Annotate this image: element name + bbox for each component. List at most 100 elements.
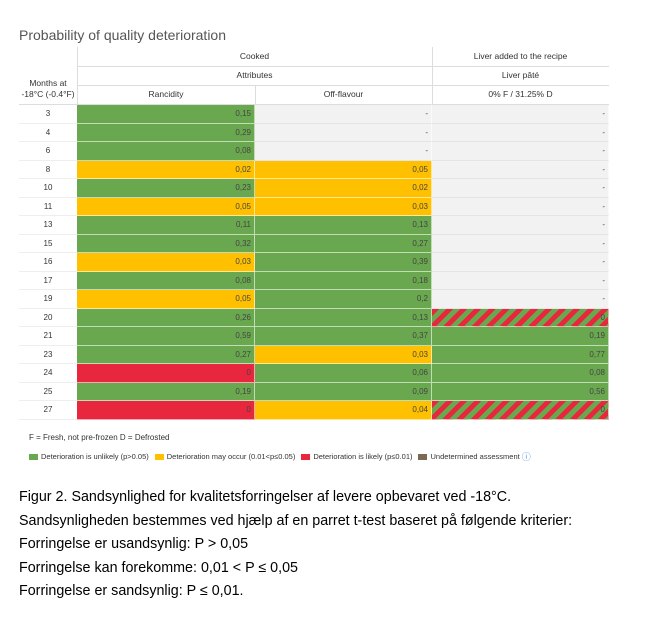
legend-label: Undetermined assessment [430,452,520,461]
info-icon[interactable]: ⓘ [521,452,531,462]
month-cell: 6 [19,142,77,161]
table-row: 15 0,32 0,27- [19,234,609,253]
table-row: 4 0,29- - [19,123,609,142]
month-cell: 10 [19,179,77,198]
off-flavour-cell: - [255,142,432,161]
table-row: 8 0,02 0,05- [19,160,609,179]
table-row: 10 0,23 0,02- [19,179,609,198]
month-cell: 15 [19,235,77,253]
liver-pate-cell: 0,08 [432,364,609,383]
liver-pate-cell: 0,19 [432,327,609,346]
liver-pate-cell: - [432,123,609,142]
rancidity-cell: 0,05 [77,197,255,216]
off-flavour-cell: - [255,123,432,142]
liver-pate-cell: - [432,197,609,216]
legend-swatch-yellow [154,453,164,460]
caption-line: Figur 2. Sandsynlighed for kvalitetsforr… [19,489,512,505]
off-flavour-cell: 0,13 [255,308,432,327]
table-row: 20 0,26 0,13 0 [19,308,609,327]
deterioration-table: Months at -18°C (-0.4°F) Cooked Attribut… [19,47,611,422]
legend-label: Deterioration may occur (0.01<p≤0.05) [166,452,296,461]
off-flavour-cell: 0,03 [255,345,432,364]
liver-pate-cell: - [432,216,609,235]
liver-pate-header: Liver pâté [501,70,540,80]
caption-line: Forringelse kan forekomme: 0,01 < P ≤ 0,… [19,559,298,576]
off-flavour-cell: 0,13 [255,216,432,235]
liver-pate-cell: - [432,234,609,253]
off-flavour-cell: 0,27 [255,234,432,253]
off-flavour-cell: 0,02 [255,179,432,198]
liver-pate-cell: - [432,271,609,290]
rancidity-cell: 0,19 [77,382,255,401]
figure-caption: Figur 2. Sandsynlighed for kvalitetsforr… [19,486,572,604]
liver-pate-cell: - [432,253,609,272]
liver-pate-cell: - [432,160,609,179]
rancidity-cell: 0,59 [77,327,255,346]
rancidity-cell: 0,08 [77,271,255,290]
month-cell: 13 [19,216,77,235]
rancidity-cell: 0 [77,401,255,420]
rancidity-header: Rancidity [148,89,184,99]
rancidity-cell: 0,02 [77,160,255,179]
month-cell: 27 [19,401,77,420]
table-row: 27 0 0,04 0 [19,401,609,420]
month-cell: 4 [19,124,77,142]
table-row: 17 0,08 0,18- [19,271,609,290]
off-flavour-cell: 0,09 [255,382,432,401]
months-label-line1: Months at [29,78,67,88]
caption-line: Sandsynligheden bestemmes ved hjælp af e… [19,512,573,529]
liver-pate-sub-header: 0% F / 31.25% D [488,89,553,99]
liver-pate-cell: 0 [432,401,609,420]
table-row: 23 0,27 0,03 0,77 [19,345,609,364]
month-cell: 24 [19,364,77,383]
off-flavour-cell: 0,04 [255,401,432,420]
rancidity-cell: 0,05 [77,290,255,309]
legend-swatch-brown [418,453,428,460]
month-cell: 16 [19,253,77,272]
liver-added-header: Liver added to the recipe [473,51,568,61]
month-cell: 21 [19,327,77,346]
table-row: 25 0,19 0,09 0,56 [19,382,609,401]
rancidity-cell: 0,08 [77,142,255,161]
table-row: 16 0,03 0,39- [19,253,609,272]
caption-line: Forringelse er usandsynlig: P > 0,05 [19,536,249,552]
legend-label: Deterioration is unlikely (p>0.05) [41,452,149,461]
table-row: 13 0,11 0,13- [19,216,609,235]
rancidity-cell: 0,27 [77,345,255,364]
rancidity-cell: 0,23 [77,179,255,198]
footnote: F = Fresh, not pre-frozen D = Defrosted [29,433,170,442]
legend-swatch-green [29,453,38,460]
off-flavour-cell: 0,2 [255,290,432,309]
legend-item-likely: Deterioration is likely (p≤0.01) [301,452,412,461]
legend-swatch-red [301,453,311,460]
off-flavour-cell: 0,05 [255,160,432,179]
month-cell: 25 [19,383,77,401]
rancidity-cell: 0,32 [77,234,255,253]
chart-title: Probability of quality deterioration [19,27,227,43]
rancidity-cell: 0,29 [77,123,255,142]
legend-item-undetermined: Undetermined assessment ⓘ [418,450,531,463]
liver-pate-cell: - [432,105,609,124]
liver-pate-cell: 0,77 [432,345,609,364]
rancidity-cell: 0,15 [77,105,255,124]
table-row: 6 0,08- - [19,142,609,161]
caption-line: Forringelse er sandsynlig: P ≤ 0,01. [19,583,244,599]
table-row: 3 0,15- - [19,105,609,124]
month-cell: 19 [19,290,77,309]
month-cell: 11 [19,198,77,216]
cooked-header: Cooked [239,51,270,61]
rancidity-cell: 0 [77,364,255,383]
table-row: 11 0,05 0,03- [19,197,609,216]
month-cell: 3 [19,105,77,124]
month-cell: 17 [19,272,77,290]
off-flavour-cell: 0,06 [255,364,432,383]
month-cell: 8 [19,161,77,179]
off-flavour-cell: 0,39 [255,253,432,272]
liver-pate-cell: - [432,142,609,161]
table-row: 19 0,05 0,2- [19,290,609,309]
attributes-header: Attributes [236,70,273,80]
months-label-line2: -18°C (-0.4°F) [21,89,75,99]
table-row: 24 0 0,06 0,08 [19,364,609,383]
month-cell: 23 [19,346,77,364]
rancidity-cell: 0,03 [77,253,255,272]
